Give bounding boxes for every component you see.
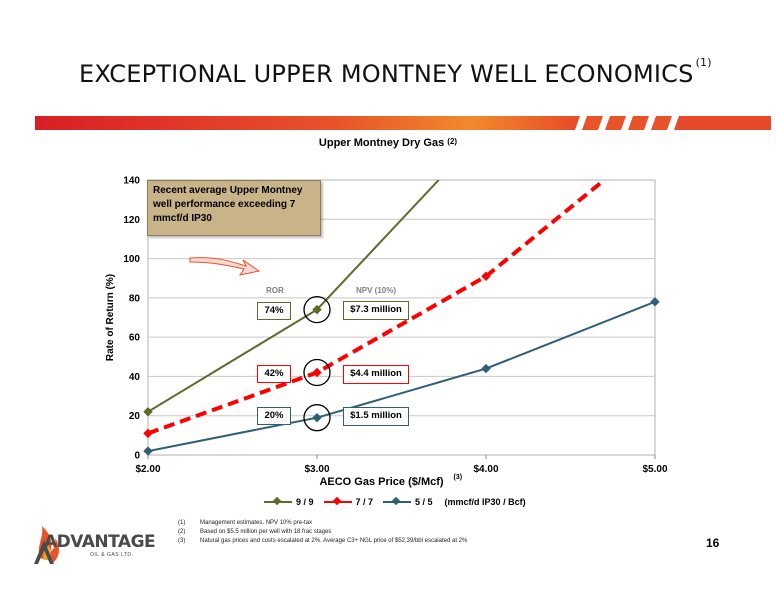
data-point-55-3	[650, 297, 660, 307]
y-tick-label-60: 60	[129, 333, 141, 344]
series-line-77	[148, 180, 606, 436]
x-tick-label-$5.00: $5.00	[642, 464, 667, 475]
footnote-2: (2) Based on $5.5 million per well with 1…	[178, 529, 332, 535]
legend-item-5-5: 5 / 5	[383, 496, 433, 507]
y-axis-label: Rate of Return (%)	[105, 274, 116, 361]
title-footnote-ref: (1)	[695, 56, 712, 69]
y-tick-label-0: 0	[134, 451, 140, 462]
chart-legend: 9 / 9 7 / 7 5 / 5 (mmcf/d IP30 / Bcf)	[264, 496, 526, 507]
y-tick-label-40: 40	[129, 372, 141, 383]
data-point-55-0	[143, 446, 153, 456]
highlight-circle-0	[303, 295, 331, 324]
data-point-55-1	[312, 412, 322, 423]
chart-title: Upper Montney Dry Gas (2)	[318, 137, 458, 149]
data-point-77-2	[481, 271, 491, 281]
y-tick-label-140: 140	[123, 176, 140, 187]
data-point-77-0	[143, 428, 153, 439]
legend-label-9-9: 9 / 9	[296, 497, 314, 507]
footnote-1: (1) Management estimates. NPV 10% pre-tax	[178, 520, 313, 526]
data-point-55-2	[481, 363, 491, 374]
npv-box-9-9: $7.3 million	[343, 301, 409, 320]
ror-box-5-5: 20%	[257, 407, 291, 425]
legend-item-7-7: 7 / 7	[323, 496, 374, 507]
decorative-banner	[35, 116, 771, 130]
data-point-99-1	[312, 304, 322, 315]
logo-subtitle: OIL & GAS LTD.	[90, 552, 134, 558]
legend-units: (mmcf/d IP30 / Bcf)	[444, 497, 526, 507]
npv-box-5-5: $1.5 million	[343, 407, 409, 426]
highlight-circle-2	[303, 404, 331, 432]
y-tick-label-120: 120	[123, 215, 140, 226]
page-number: 16	[706, 536, 720, 550]
data-point-77-1	[312, 367, 322, 378]
data-point-99-0	[143, 407, 153, 417]
y-tick-label-80: 80	[129, 293, 141, 304]
y-tick-label-100: 100	[123, 254, 140, 265]
x-axis-footnote-ref: (3)	[454, 474, 463, 481]
legend-label-7-7: 7 / 7	[355, 497, 374, 507]
ror-box-7-7: 42%	[257, 365, 291, 383]
callout-arrow	[189, 257, 261, 276]
y-tick-label-20: 20	[129, 411, 141, 422]
footnote-3: (3) Natural gas prices and costs escalate…	[178, 538, 468, 544]
x-axis-label: AECO Gas Price ($/Mcf)	[319, 476, 443, 488]
callout-box: Recent average Upper Montney well perfor…	[147, 180, 321, 236]
logo-wordmark: ADVANTAGE	[44, 532, 156, 552]
series-line-55	[148, 300, 655, 453]
legend-label-5-5: 5 / 5	[415, 497, 433, 507]
x-tick-label-$4.00: $4.00	[473, 464, 498, 475]
ror-header: ROR	[266, 286, 284, 295]
highlight-circle-1	[303, 358, 331, 387]
npv-header: NPV (10%)	[356, 286, 397, 295]
x-tick-label-$2.00: $2.00	[135, 464, 160, 475]
chart-title-footnote-ref: (2)	[447, 137, 458, 146]
ror-box-9-9: 74%	[257, 302, 291, 320]
x-tick-label-$3.00: $3.00	[304, 464, 329, 475]
footnotes: (1) Management estimates. NPV 10% pre-tax…	[178, 519, 467, 546]
slide-title: EXCEPTIONAL UPPER MONTNEY WELL ECONOMICS…	[79, 56, 712, 88]
npv-box-7-7: $4.4 million	[343, 365, 409, 384]
legend-item-9-9: 9 / 9	[264, 496, 314, 507]
advantage-logo	[34, 526, 60, 564]
